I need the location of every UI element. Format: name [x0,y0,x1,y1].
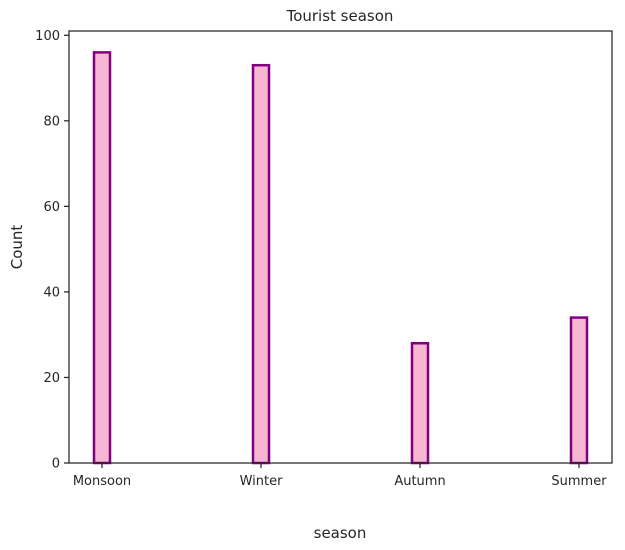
y-tick-label: 20 [43,371,60,386]
plot-frame [68,30,613,464]
y-axis-ticks: 0 20 40 60 80 100 [35,29,69,472]
bar-summer [569,316,589,465]
x-tick-label: Summer [551,474,607,489]
bars-group [92,51,589,465]
x-tick-label: Monsoon [73,474,131,489]
bar-winter [251,63,271,465]
bar-monsoon [92,51,112,465]
chart-title: Tourist season [286,7,394,25]
y-tick-label: 40 [43,285,60,300]
y-tick-label: 0 [52,457,60,472]
x-axis-ticks: Monsoon Winter Autumn Summer [73,463,607,489]
bar-autumn [410,341,430,465]
x-axis-label: season [314,524,367,542]
x-tick-label: Autumn [394,474,445,489]
x-tick-label: Winter [240,474,284,489]
y-tick-label: 80 [43,114,60,129]
y-axis-label: Count [8,225,26,270]
y-tick-label: 100 [35,29,60,44]
y-tick-label: 60 [43,200,60,215]
